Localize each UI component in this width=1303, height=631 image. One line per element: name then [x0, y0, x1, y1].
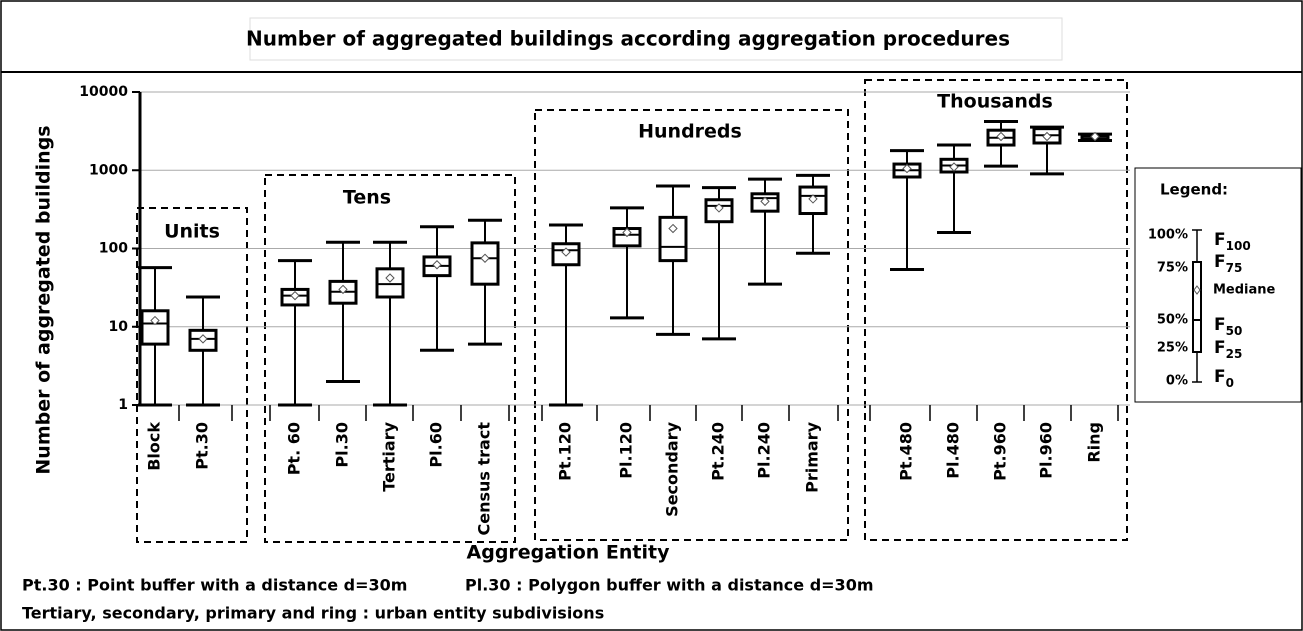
legend-box-glyph	[1192, 261, 1202, 353]
footnote: Pt.30 : Point buffer with a distance d=3…	[22, 576, 407, 595]
mean-marker	[996, 131, 1006, 142]
y-axis-label: Number of aggregated buildings	[33, 125, 55, 474]
x-tick-label: Tertiary	[380, 421, 399, 491]
x-tick-label: Census tract	[475, 422, 494, 536]
y-tick-label: 100	[99, 241, 128, 257]
x-tick-label: Pt.120	[556, 422, 575, 481]
legend-f-label: F75	[1214, 252, 1242, 275]
group-label: Hundreds	[638, 121, 742, 143]
x-tick-label: Pt.480	[897, 422, 916, 481]
x-tick-label: Pl.120	[617, 422, 636, 479]
legend-f-symbol: F	[1214, 367, 1226, 387]
x-tick-label: Pl.960	[1037, 422, 1056, 479]
x-tick-label: Pl.240	[755, 422, 774, 479]
mean-marker	[432, 260, 442, 270]
mean-marker	[338, 284, 348, 295]
legend-f-symbol: F	[1214, 252, 1226, 272]
legend-f-label: F50	[1214, 315, 1242, 338]
y-tick-label: 10	[109, 319, 129, 335]
legend-f-subscript: 50	[1226, 324, 1243, 338]
mean-marker	[622, 227, 632, 238]
legend-percent: 100%	[1148, 228, 1188, 243]
legend-f-subscript: 25	[1226, 347, 1243, 361]
x-tick-label: Pt.30	[193, 422, 212, 470]
y-tick-label: 10000	[79, 84, 128, 100]
mean-marker	[668, 223, 678, 234]
group-frame	[864, 79, 1128, 541]
legend-percent: 75%	[1157, 261, 1188, 276]
legend-f-subscript: 100	[1226, 239, 1251, 253]
x-tick-label: Primary	[803, 421, 822, 492]
legend-f-symbol: F	[1214, 338, 1226, 358]
mean-marker	[808, 194, 818, 204]
mean-marker	[714, 203, 724, 213]
mean-marker	[480, 253, 490, 263]
x-tick-label: Pt. 60	[285, 422, 304, 475]
group-frame	[264, 174, 516, 543]
legend-percent: 25%	[1157, 341, 1188, 356]
legend-title: Legend:	[1160, 181, 1228, 199]
group-frame	[136, 207, 248, 543]
mean-marker	[1090, 131, 1100, 142]
chart-title: Number of aggregated buildings according…	[246, 27, 1010, 51]
legend-percent: 0%	[1166, 374, 1188, 389]
mean-marker	[290, 290, 300, 301]
x-axis-label: Aggregation Entity	[467, 542, 671, 564]
box	[140, 309, 170, 346]
legend-f-label: F0	[1214, 367, 1234, 390]
x-tick-label: Pl.30	[333, 422, 352, 468]
x-tick-label: Pt.960	[991, 422, 1010, 481]
mean-marker	[949, 162, 959, 172]
mean-marker	[902, 163, 912, 174]
x-tick-label: Secondary	[663, 421, 682, 516]
mean-marker	[561, 247, 571, 257]
mean-marker	[385, 273, 395, 283]
legend-f-label: F100	[1214, 230, 1251, 253]
title-box	[249, 17, 1063, 61]
legend-f-label: F25	[1214, 338, 1242, 361]
legend-f-symbol: F	[1214, 315, 1226, 335]
mean-marker	[198, 334, 208, 344]
legend-f-subscript: 0	[1226, 376, 1234, 390]
mean-marker	[150, 315, 160, 326]
group-frame	[534, 109, 849, 541]
box	[375, 267, 405, 299]
x-tick-label: Pl.60	[427, 422, 446, 468]
mean-marker	[760, 196, 770, 207]
x-tick-label: Pl.480	[944, 422, 963, 479]
legend-box	[1134, 167, 1302, 403]
x-tick-label: Ring	[1085, 422, 1104, 463]
y-tick-label: 1	[118, 397, 128, 413]
footnote: Tertiary, secondary, primary and ring : …	[22, 604, 604, 623]
legend-mean-label: Mediane	[1213, 283, 1276, 298]
legend-f-symbol: F	[1214, 230, 1226, 250]
x-tick-label: Block	[145, 422, 164, 471]
footnote: Pl.30 : Polygon buffer with a distance d…	[465, 576, 874, 595]
mean-marker	[1042, 131, 1052, 142]
legend-mean	[1193, 285, 1201, 295]
y-tick-label: 1000	[89, 162, 128, 178]
group-label: Units	[164, 221, 220, 243]
x-tick-label: Pt.240	[709, 422, 728, 481]
group-label: Thousands	[937, 91, 1053, 113]
box	[470, 241, 500, 286]
legend-percent: 50%	[1157, 313, 1188, 328]
legend-f-subscript: 75	[1226, 261, 1243, 275]
group-label: Tens	[343, 187, 391, 209]
